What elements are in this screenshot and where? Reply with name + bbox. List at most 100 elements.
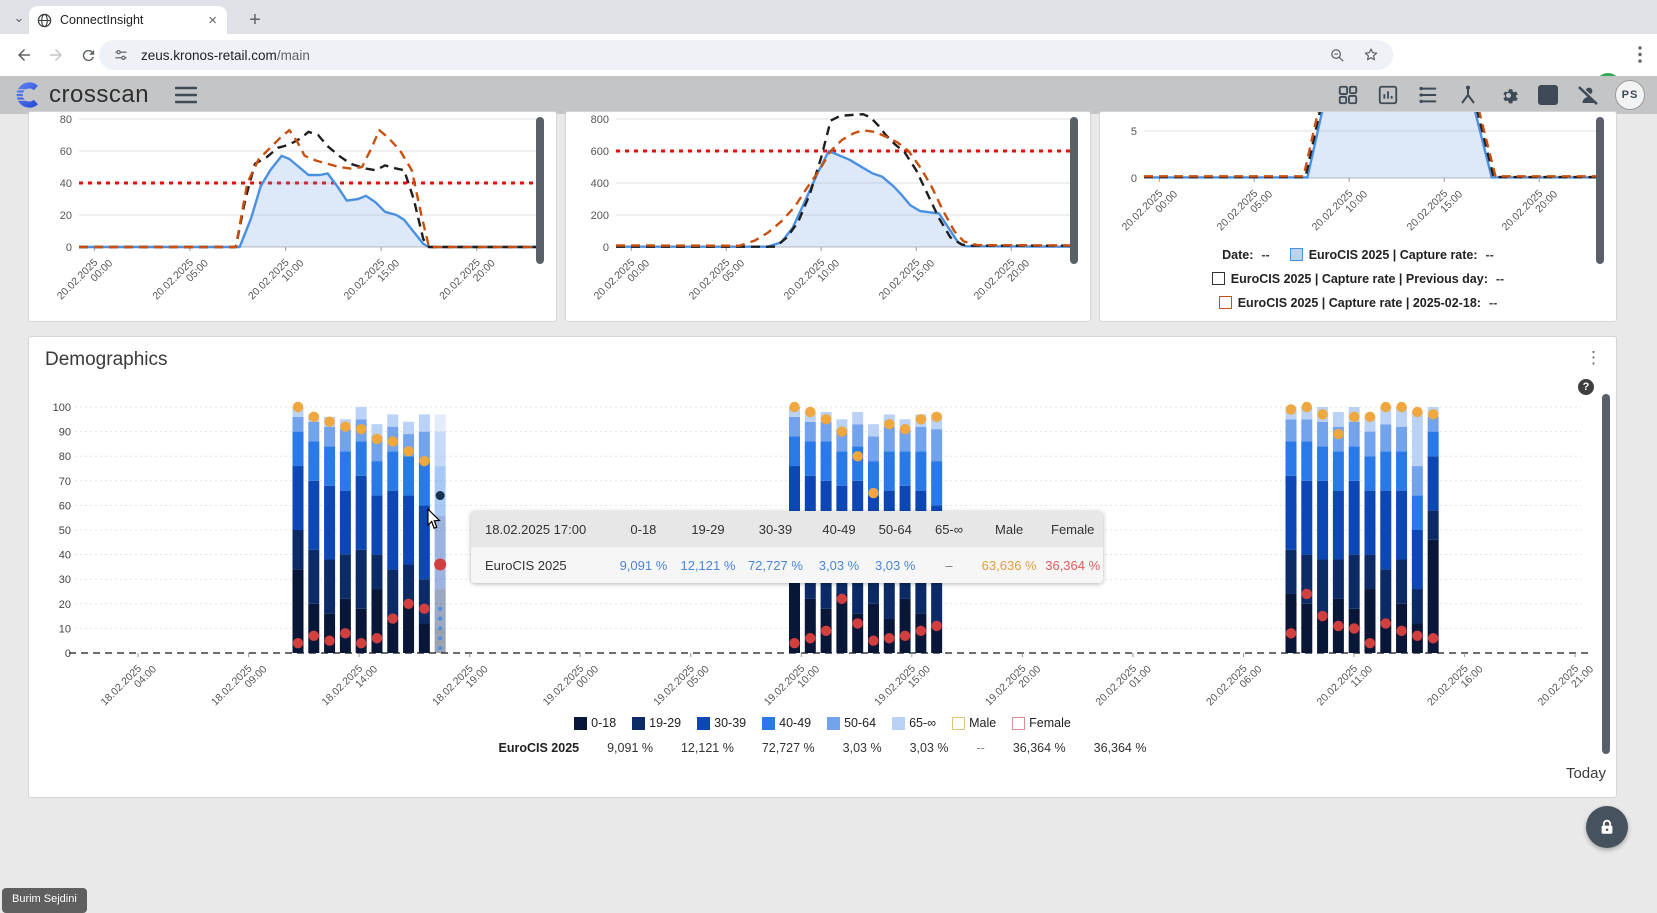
panel2-scrollbar-thumb[interactable] — [1070, 117, 1078, 264]
legend-label: 65-∞ — [909, 716, 937, 730]
capture-rate-legend: Date: -- EuroCIS 2025 | Capture rate: -- Eur… — [1100, 244, 1616, 313]
visitors-chart[interactable]: 0 20 40 60 80 20.02.202500:00 20.02.202505:00 2… — [29, 112, 556, 321]
svg-text:60: 60 — [60, 146, 72, 158]
svg-text:20.02.202505:00: 20.02.202505:00 — [1215, 180, 1276, 241]
dashboard-grid-icon[interactable] — [1335, 82, 1361, 108]
summary-value: 36,364 % — [1093, 741, 1147, 755]
svg-text:19.02.202500:00: 19.02.202500:00 — [541, 655, 602, 716]
tab-close-icon[interactable]: × — [208, 11, 217, 29]
traffic-chart[interactable]: 0 200 400 600 800 20.02.202500:00 20.02.202505… — [566, 112, 1090, 321]
svg-text:0: 0 — [65, 648, 71, 660]
svg-text:20.02.202515:00: 20.02.202515:00 — [877, 249, 938, 310]
tooltip-column-header: 30-39 — [758, 521, 793, 537]
help-icon[interactable]: ? — [1578, 379, 1594, 395]
legend-label: EuroCIS 2025 | Capture rate | Previous d… — [1230, 271, 1488, 286]
tab-search-chevron-icon[interactable]: ⌄ — [13, 10, 25, 25]
legend-label: 50-64 — [844, 716, 877, 730]
person-slash-icon[interactable] — [1575, 82, 1601, 108]
legend-swatch — [827, 716, 841, 730]
list-icon[interactable] — [1415, 82, 1441, 108]
crosscan-logo-icon — [14, 82, 38, 108]
legend-swatch — [632, 716, 646, 730]
back-button[interactable] — [12, 43, 36, 67]
demographics-chart[interactable]: 0 10 20 30 40 50 60 70 80 90 100 18.02.202504:00 18.… — [29, 387, 1616, 717]
svg-text:50: 50 — [59, 525, 71, 537]
forward-button[interactable] — [44, 43, 68, 67]
legend-value: -- — [1485, 247, 1494, 262]
legend-value: -- — [1488, 295, 1498, 310]
demographics-legend-item[interactable]: 19-29 — [632, 716, 681, 730]
network-hierarchy-icon[interactable] — [1455, 82, 1481, 108]
lock-icon — [1601, 819, 1613, 834]
capture-legend-row[interactable]: EuroCIS 2025 | Capture rate | 2025-02-18… — [1100, 292, 1616, 313]
crosscan-logo[interactable]: crosscan — [14, 81, 149, 109]
tooltip-value: 72,727 % — [747, 557, 803, 573]
reload-button[interactable] — [76, 43, 100, 67]
bookmark-star-icon[interactable] — [1361, 45, 1381, 65]
svg-text:600: 600 — [591, 146, 609, 158]
svg-text:20.02.202510:00: 20.02.202510:00 — [1310, 180, 1371, 241]
url-text[interactable]: zeus.kronos-retail.com/main — [141, 47, 310, 63]
svg-text:18.02.202514:00: 18.02.202514:00 — [320, 655, 381, 716]
capture-rate-chart[interactable]: 0 5 20.02.202500:00 20.02.202505:00 20.02.20… — [1100, 112, 1616, 242]
demographics-legend-item[interactable]: Female — [1012, 716, 1071, 730]
svg-text:20.02.202500:00: 20.02.202500:00 — [55, 249, 116, 310]
app-profile-avatar[interactable]: PS — [1615, 80, 1645, 110]
tooltip-row-label: EuroCIS 2025 — [485, 557, 567, 573]
browser-menu-kebab-icon[interactable] — [1628, 42, 1652, 66]
browser-tab[interactable]: ConnectInsight × — [29, 6, 227, 34]
panel3-scrollbar-thumb[interactable] — [1596, 117, 1604, 264]
svg-text:30: 30 — [59, 574, 71, 586]
demographics-legend-item[interactable]: 0-18 — [574, 716, 616, 730]
tooltip-column-header: 65-∞ — [934, 521, 964, 537]
new-tab-button[interactable]: + — [249, 9, 261, 31]
browser-toolbar: zeus.kronos-retail.com/main ✳ u ツ ✋ B — [0, 34, 1657, 99]
summary-value: 3,03 % — [909, 741, 949, 755]
tooltip-column-header: 19-29 — [691, 521, 725, 537]
demographics-title: Demographics — [45, 349, 168, 370]
svg-text:20.02.202505:00: 20.02.202505:00 — [150, 249, 211, 310]
demographics-legend-item[interactable]: 30-39 — [697, 716, 746, 730]
legend-label: Male — [969, 716, 997, 730]
demographics-legend-item[interactable]: 40-49 — [762, 716, 811, 730]
visitors-chart-panel: 0 20 40 60 80 20.02.202500:00 20.02.202505:00 2… — [28, 111, 557, 322]
svg-text:20.02.202500:00: 20.02.202500:00 — [1120, 180, 1181, 241]
lock-button[interactable] — [1586, 806, 1628, 848]
tooltip-value: 63,636 % — [981, 557, 1037, 573]
demographics-scrollbar-thumb[interactable] — [1602, 394, 1610, 754]
legend-label: EuroCIS 2025 | Capture rate: — [1308, 247, 1478, 262]
svg-text:400: 400 — [591, 178, 609, 190]
site-settings-tune-icon[interactable] — [111, 45, 131, 65]
svg-text:18.02.202509:00: 18.02.202509:00 — [209, 655, 270, 716]
legend-label: 30-39 — [714, 716, 747, 730]
svg-text:100: 100 — [53, 402, 71, 414]
demographics-legend-item[interactable]: 50-64 — [827, 716, 876, 730]
tooltip-column-header: Female — [1051, 521, 1095, 537]
summary-series-label: EuroCIS 2025 — [498, 741, 580, 755]
settings-gear-icon[interactable] — [1495, 82, 1521, 108]
browser-tab-strip: ⌄ ConnectInsight × + — [0, 0, 1657, 34]
demographics-kebab-menu-icon[interactable]: ⋮ — [1585, 348, 1602, 367]
today-label[interactable]: Today — [1565, 765, 1606, 782]
tooltip-value: 12,121 % — [680, 557, 736, 573]
demographics-legend: 0-18 19-29 30-39 40-49 50-64 65-∞ Male Female — [29, 716, 1616, 730]
zoom-page-icon[interactable] — [1327, 45, 1347, 65]
svg-text:20: 20 — [59, 599, 71, 611]
svg-text:20: 20 — [60, 210, 72, 222]
tab-title: ConnectInsight — [60, 13, 144, 27]
tooltip-value: 3,03 % — [818, 557, 860, 573]
svg-text:20.02.202520:00: 20.02.202520:00 — [437, 249, 498, 310]
capture-legend-row[interactable]: Date: -- EuroCIS 2025 | Capture rate: -- — [1222, 247, 1494, 262]
bar-chart-icon[interactable] — [1375, 82, 1401, 108]
dark-square-icon[interactable] — [1535, 82, 1561, 108]
svg-text:19.02.202515:00: 19.02.202515:00 — [872, 655, 933, 716]
legend-swatch — [1289, 248, 1303, 261]
demographics-legend-item[interactable]: Male — [952, 716, 996, 730]
url-bar[interactable]: zeus.kronos-retail.com/main — [99, 40, 1393, 70]
svg-text:20.02.202510:00: 20.02.202510:00 — [782, 249, 843, 310]
legend-label: 19-29 — [649, 716, 682, 730]
capture-legend-row[interactable]: EuroCIS 2025 | Capture rate | Previous d… — [1100, 268, 1616, 289]
panel1-scrollbar-thumb[interactable] — [536, 117, 544, 264]
hamburger-menu-icon[interactable] — [175, 86, 198, 104]
demographics-legend-item[interactable]: 65-∞ — [892, 716, 936, 730]
